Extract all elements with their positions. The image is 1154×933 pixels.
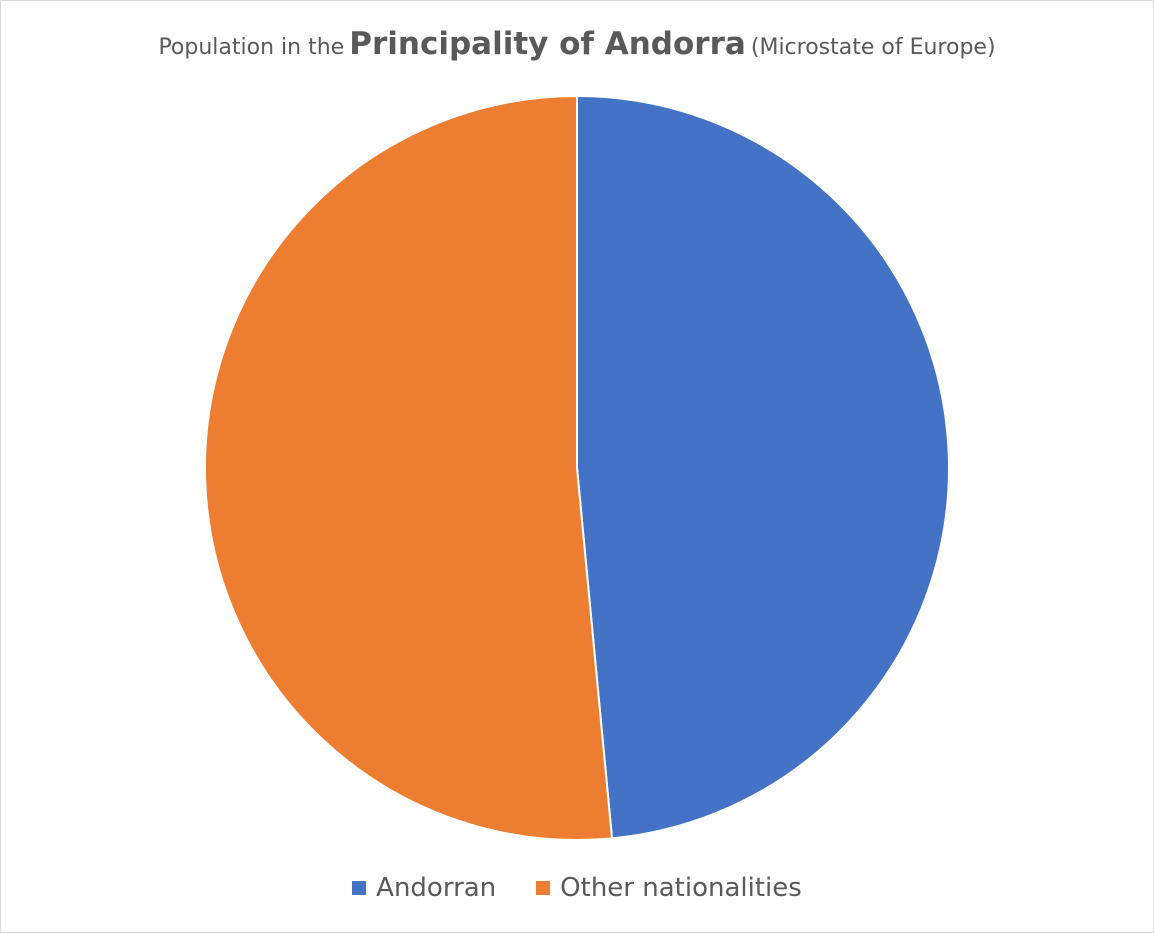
legend-swatch-andorran xyxy=(352,881,367,895)
chart-title-prefix: Population in the xyxy=(158,35,345,60)
legend-item-andorran: Andorran xyxy=(352,873,496,903)
chart-title: Population in the Principality of Andorr… xyxy=(0,26,1154,62)
legend: Andorran Other nationalities xyxy=(0,873,1154,903)
chart-title-suffix: (Microstate of Europe) xyxy=(750,35,996,60)
pie-slice-other-nationalities xyxy=(204,94,614,841)
pie-slice-andorran xyxy=(576,94,950,840)
legend-item-other-nationalities: Other nationalities xyxy=(536,873,802,903)
legend-label-andorran: Andorran xyxy=(376,873,497,903)
legend-label-other-nationalities: Other nationalities xyxy=(560,873,802,903)
chart-title-main: Principality of Andorra xyxy=(349,26,746,62)
legend-swatch-other-nationalities xyxy=(536,881,551,895)
